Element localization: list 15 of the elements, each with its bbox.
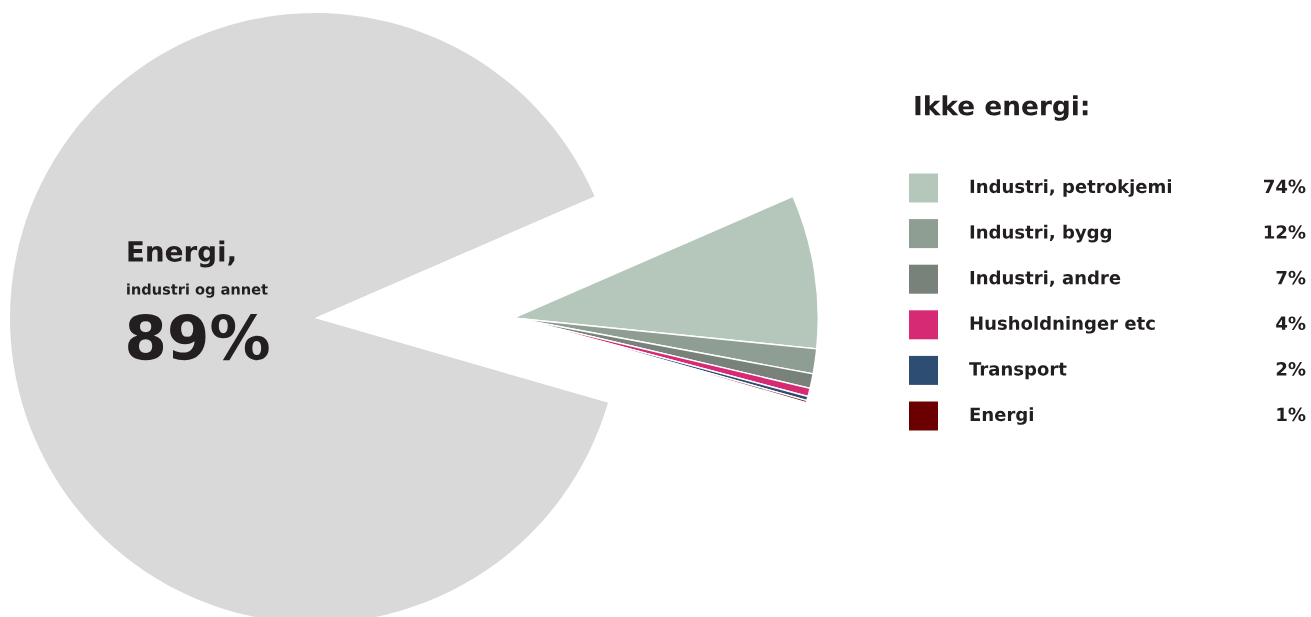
data-label: 74% (1263, 179, 1306, 194)
data-label: 4% (1276, 316, 1306, 331)
data-label: 2% (1276, 361, 1306, 376)
legend-title: Ikke energi: (915, 95, 1088, 121)
data-label: 89% (128, 313, 269, 361)
data-label: 1% (1277, 407, 1306, 422)
legend-label: Industri, bygg (970, 224, 1111, 243)
legend-label: Husholdninger etc (970, 315, 1155, 334)
data-label: 7% (1276, 270, 1306, 285)
legend-label: Industri, andre (970, 270, 1121, 287)
data-label: 12% (1264, 225, 1306, 239)
legend-label: Transport (969, 362, 1067, 380)
slice-label: Energi, industri og annet (127, 240, 268, 298)
legend-label: Industri, petrokjemi (970, 179, 1171, 197)
legend-label: Energi (970, 407, 1033, 425)
